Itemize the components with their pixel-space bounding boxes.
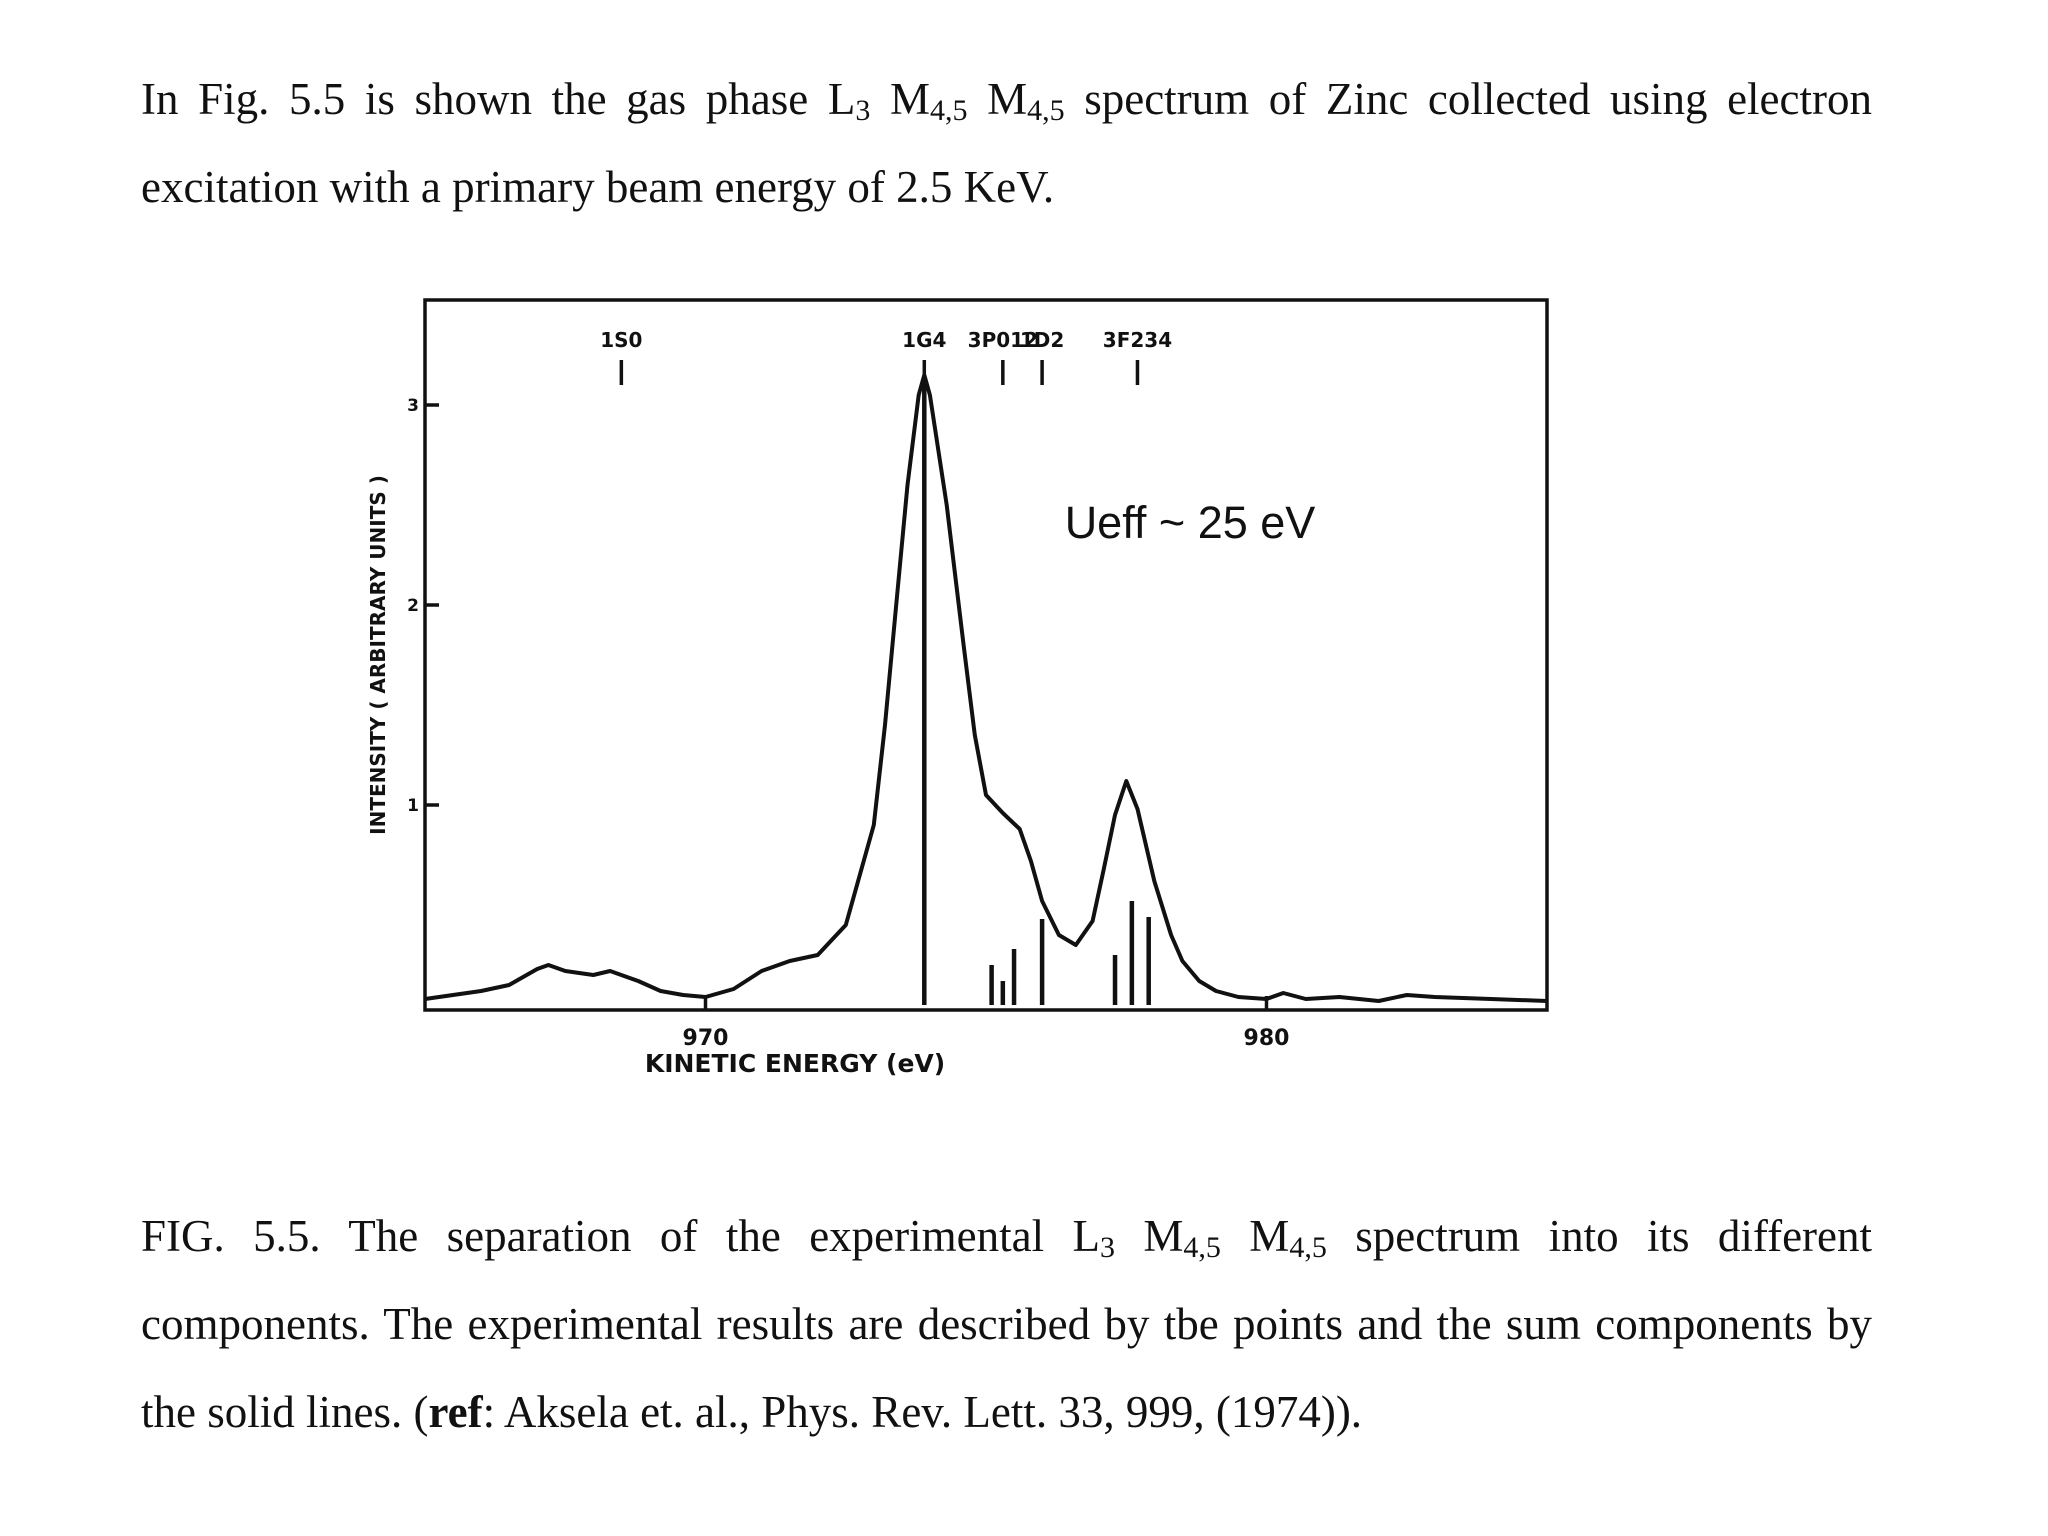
x-axis-ticks: 970 980 [683,996,1290,1051]
y-axis-label: INTENSITY ( ARBITRARY UNITS ) [366,475,390,835]
intro-paragraph: In Fig. 5.5 is shown the gas phase L3 M4… [141,55,1872,231]
caption-sub-3: 4,5 [1289,1231,1327,1264]
plot-frame [423,298,1549,1012]
intro-text-2: M [870,74,930,124]
x-tick-label: 970 [683,1026,729,1051]
caption-sub-1: 3 [1099,1231,1115,1264]
marker-label-1g4: 1G4 [902,328,946,352]
y-tick-label: 3 [407,396,419,416]
ref-label: ref [428,1387,483,1437]
caption-text-5: : Aksela et. al., Phys. Rev. Lett. 33, 9… [482,1387,1363,1437]
component-bars [922,385,1151,1005]
caption-text-3: M [1220,1211,1290,1261]
y-tick-label: 2 [407,596,419,616]
spectrum-curve [424,373,1548,1003]
intro-text-3: M [967,74,1028,124]
caption-text-1: FIG. 5.5. The separation of the experime… [141,1211,1100,1261]
intro-sub-2: 4,5 [929,94,968,127]
marker-label-1d2: 1D2 [1020,328,1064,352]
intro-text-1: In Fig. 5.5 is shown the gas phase L [141,74,856,124]
x-axis-label: KINETIC ENERGY (eV) [645,1049,945,1078]
intro-sub-1: 3 [855,94,871,127]
intro-text-4: spectrum of Zinc collected using electro… [141,74,1872,212]
caption-text-2: M [1114,1211,1184,1261]
y-axis-ticks: 1 2 3 [407,396,439,816]
caption-text-4: spectrum into its different components. … [141,1211,1872,1437]
marker-label-3p012: 3P012 [968,328,1038,352]
intro-sub-3: 4,5 [1027,94,1065,127]
figure-caption: FIG. 5.5. The separation of the experime… [141,1192,1872,1456]
caption-sub-2: 4,5 [1183,1231,1221,1264]
marker-label-1s0: 1S0 [600,328,642,352]
x-tick-label: 980 [1244,1026,1290,1051]
ueff-annotation: Ueff ~ 25 eV [1065,497,1316,548]
marker-label-3f234: 3F234 [1103,328,1172,352]
y-tick-label: 1 [407,796,419,816]
